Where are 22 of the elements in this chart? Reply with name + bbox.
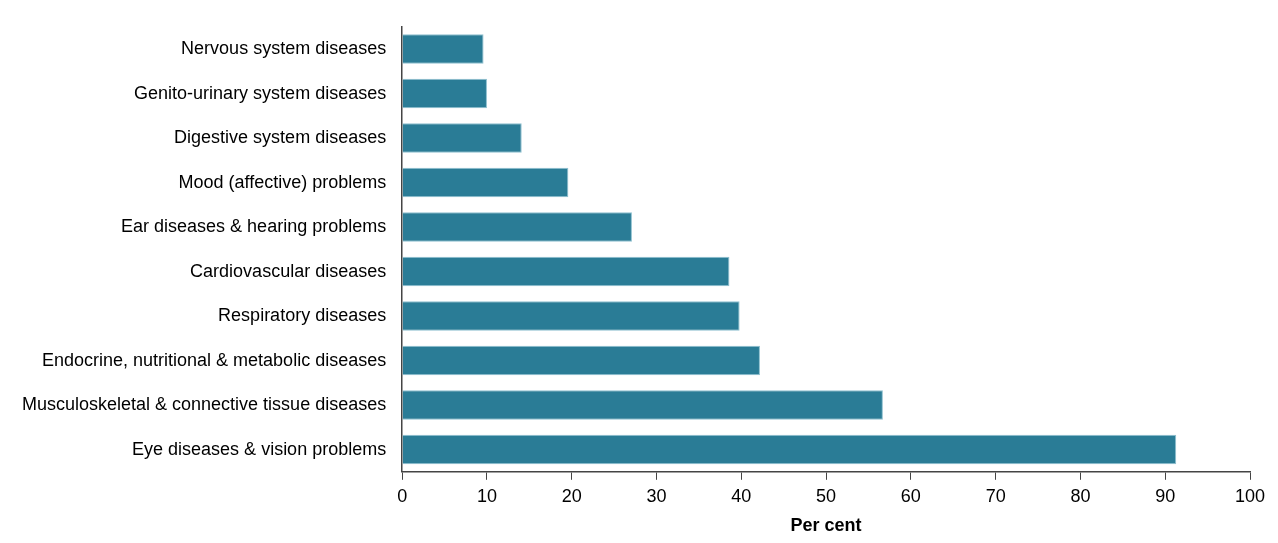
y-tick-label: Endocrine, nutritional & metabolic diseases	[41, 349, 387, 370]
x-tick-label: 100	[1234, 485, 1266, 506]
y-tick-label: Mood (affective) problems	[178, 171, 387, 192]
x-tick-label: 20	[561, 485, 582, 506]
x-tick-label: 30	[646, 485, 667, 506]
x-tick-label: 80	[1070, 485, 1091, 506]
y-tick-label: Ear diseases & hearing problems	[121, 216, 387, 237]
y-tick-label: Genito-urinary system diseases	[134, 82, 387, 103]
x-tick-label: 90	[1155, 485, 1176, 506]
x-tick-label: 50	[816, 485, 837, 506]
y-tick-label: Digestive system diseases	[174, 127, 387, 148]
y-tick-label: Eye diseases & vision problems	[132, 438, 387, 459]
x-tick-label: 60	[900, 485, 921, 506]
y-tick-label: Respiratory diseases	[218, 305, 387, 326]
x-axis-title: Per cent	[790, 515, 862, 536]
y-tick-label: Cardiovascular diseases	[190, 260, 387, 281]
y-tick-label: Nervous system diseases	[181, 38, 387, 59]
y-tick-label: Musculoskeletal & connective tissue diseases	[22, 394, 387, 415]
x-tick-label: 40	[731, 485, 752, 506]
x-tick-label: 10	[476, 485, 497, 506]
x-tick-label: 70	[985, 485, 1006, 506]
x-tick-label: 0	[397, 485, 408, 506]
